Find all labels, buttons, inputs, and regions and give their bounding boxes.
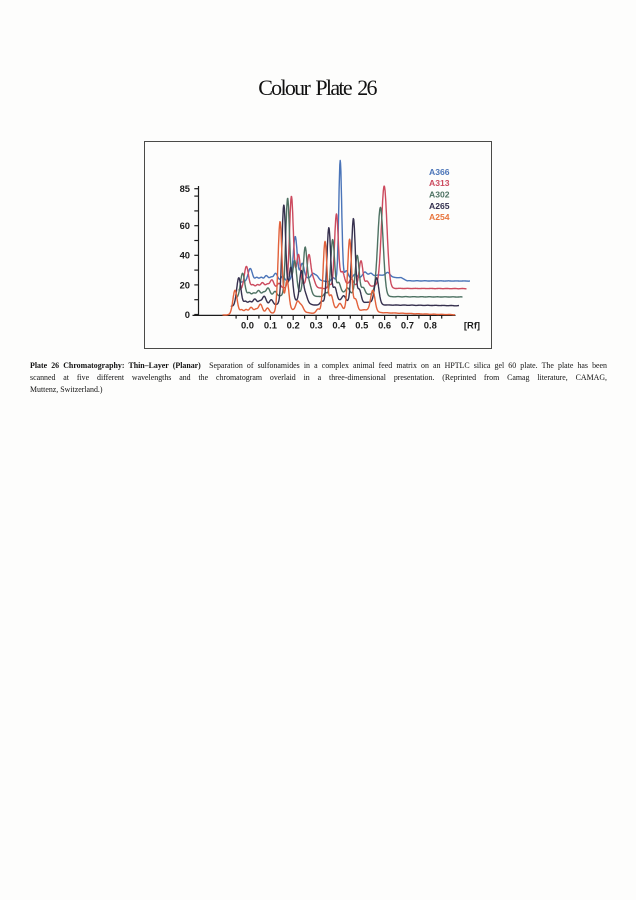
svg-text:A302: A302	[429, 190, 450, 200]
svg-text:0.0: 0.0	[241, 320, 254, 331]
svg-text:0.8: 0.8	[424, 320, 437, 331]
svg-text:0.4: 0.4	[332, 320, 346, 331]
svg-text:20: 20	[180, 279, 190, 290]
svg-text:0.2: 0.2	[287, 320, 300, 331]
svg-text:A254: A254	[429, 212, 450, 222]
svg-text:[Rf]: [Rf]	[464, 320, 480, 331]
svg-text:A366: A366	[429, 167, 450, 177]
svg-text:A265: A265	[429, 201, 450, 211]
svg-text:0.7: 0.7	[401, 320, 414, 331]
svg-text:0.6: 0.6	[378, 320, 391, 331]
svg-text:40: 40	[180, 250, 190, 261]
svg-text:0.1: 0.1	[264, 320, 277, 331]
svg-text:0: 0	[185, 309, 190, 320]
svg-text:0.5: 0.5	[355, 320, 368, 331]
svg-text:A313: A313	[429, 178, 450, 188]
svg-text:60: 60	[180, 220, 190, 231]
svg-text:0.3: 0.3	[310, 320, 323, 331]
svg-text:85: 85	[180, 183, 190, 194]
